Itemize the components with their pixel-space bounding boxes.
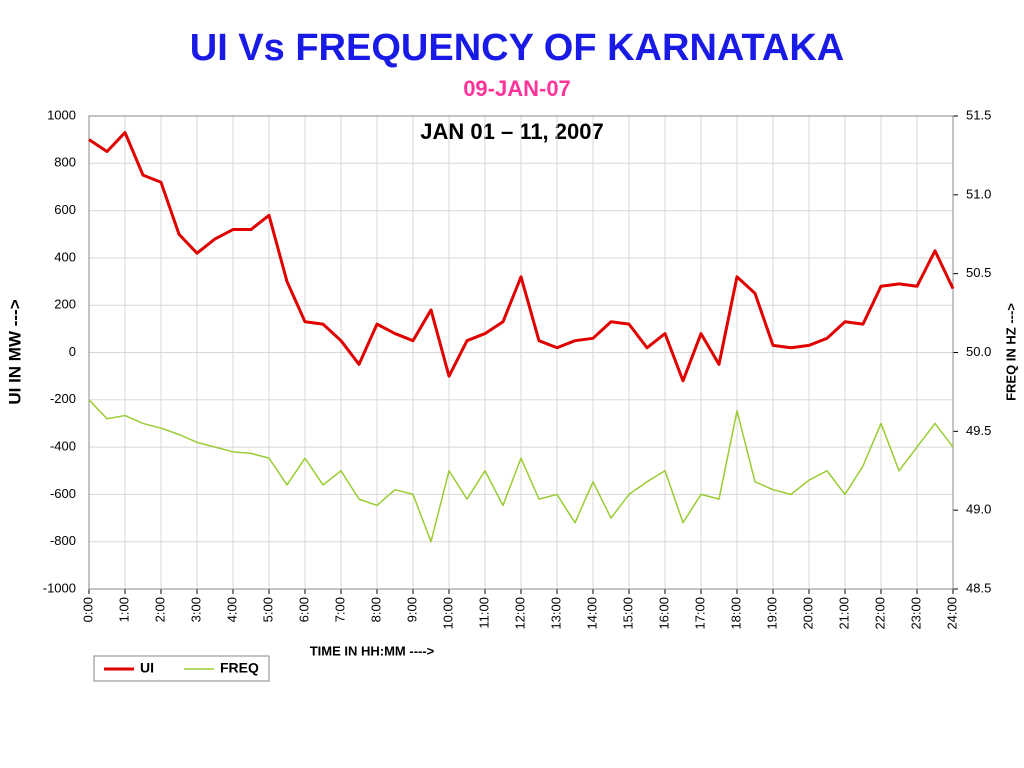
line-series xyxy=(88,399,954,543)
chart-subtitle: 09-JAN-07 xyxy=(463,76,571,101)
y2-tick-label: 50.0 xyxy=(966,344,991,359)
x-tick-label: 16:00 xyxy=(656,597,671,630)
y-tick-label: -600 xyxy=(50,486,76,501)
x-tick-label: 19:00 xyxy=(764,597,779,630)
x-tick-label: 4:00 xyxy=(224,597,239,622)
y2-tick-label: 51.0 xyxy=(966,186,991,201)
x-tick-label: 24:00 xyxy=(944,597,959,630)
legend: UI FREQ xyxy=(93,655,270,682)
y-tick-label: -1000 xyxy=(43,580,76,595)
y-tick-label: 400 xyxy=(54,249,76,264)
y-tick-label: 600 xyxy=(54,202,76,217)
x-tick-label: 0:00 xyxy=(80,597,95,622)
x-tick-label: 11:00 xyxy=(476,597,491,629)
y2-tick-label: 48.5 xyxy=(966,580,991,595)
y2-axis-label: FREQ IN HZ ---> xyxy=(1003,303,1018,401)
y-tick-label: 0 xyxy=(69,344,76,359)
x-tick-label: 2:00 xyxy=(152,597,167,622)
x-tick-label: 7:00 xyxy=(332,597,347,622)
x-axis-label: TIME IN HH:MM ----> xyxy=(310,643,435,658)
line-series xyxy=(88,131,955,383)
x-tick-label: 3:00 xyxy=(188,597,203,622)
legend-label: FREQ xyxy=(220,660,259,676)
x-tick-label: 8:00 xyxy=(368,597,383,622)
x-tick-label: 17:00 xyxy=(692,597,707,630)
x-tick-label: 1:00 xyxy=(116,597,131,622)
x-tick-label: 13:00 xyxy=(548,597,563,630)
y-tick-label: -400 xyxy=(50,439,76,454)
x-tick-label: 23:00 xyxy=(908,597,923,630)
x-tick-label: 6:00 xyxy=(296,597,311,622)
x-tick-label: 5:00 xyxy=(260,597,275,622)
legend-label: UI xyxy=(140,660,154,676)
x-tick-label: 9:00 xyxy=(404,597,419,622)
y-tick-label: -200 xyxy=(50,391,76,406)
chart-title: UI Vs FREQUENCY OF KARNATAKA xyxy=(190,27,844,69)
x-tick-label: 18:00 xyxy=(728,597,743,630)
y2-tick-label: 49.0 xyxy=(966,502,991,517)
y2-tick-label: 51.5 xyxy=(966,107,991,122)
y-tick-label: 800 xyxy=(54,155,76,170)
x-tick-label: 21:00 xyxy=(836,597,851,630)
y-tick-label: 1000 xyxy=(47,107,76,122)
y2-tick-label: 49.5 xyxy=(966,423,991,438)
x-tick-label: 14:00 xyxy=(584,597,599,630)
annotation: JAN 01 – 11, 2007 xyxy=(420,119,603,144)
x-tick-label: 22:00 xyxy=(872,597,887,630)
x-tick-label: 20:00 xyxy=(800,597,815,630)
plot-frame xyxy=(88,115,954,590)
x-tick-label: 12:00 xyxy=(512,597,527,630)
x-tick-label: 15:00 xyxy=(620,597,635,630)
y-axis-label: UI IN MW ---> xyxy=(5,299,24,404)
y2-tick-label: 50.5 xyxy=(966,265,991,280)
y-tick-label: 200 xyxy=(54,297,76,312)
y-tick-label: -800 xyxy=(50,533,76,548)
x-tick-label: 10:00 xyxy=(440,597,455,630)
